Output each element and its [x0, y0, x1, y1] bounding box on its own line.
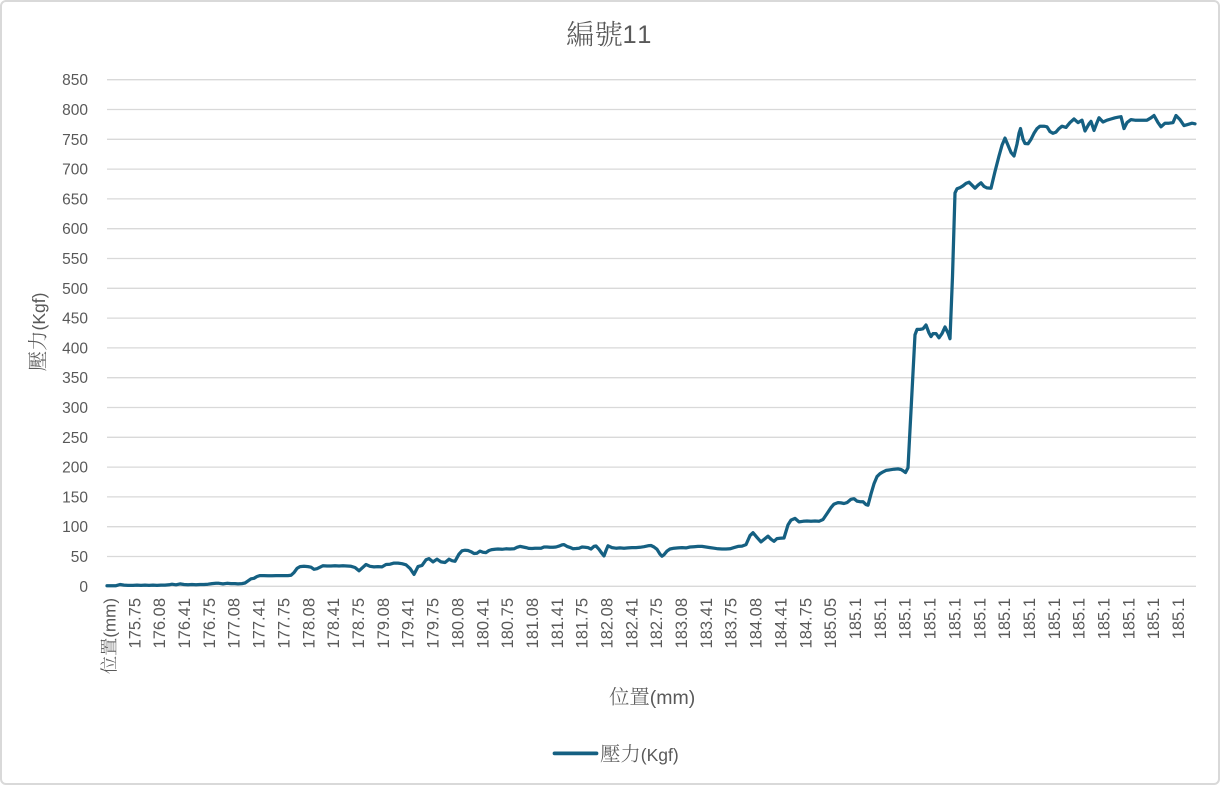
svg-text:179.75: 179.75 — [425, 598, 443, 648]
svg-text:100: 100 — [62, 519, 88, 536]
svg-text:(Kgf): (Kgf) — [29, 293, 49, 331]
svg-text:500: 500 — [62, 281, 88, 298]
svg-text:180.41: 180.41 — [474, 598, 492, 648]
svg-text:178.41: 178.41 — [325, 598, 343, 648]
svg-text:450: 450 — [62, 311, 88, 328]
svg-text:176.41: 176.41 — [176, 598, 194, 648]
svg-text:150: 150 — [62, 489, 88, 506]
svg-text:183.75: 183.75 — [723, 598, 741, 648]
svg-text:185.1: 185.1 — [1071, 598, 1089, 639]
svg-text:700: 700 — [62, 162, 88, 179]
svg-text:178.75: 178.75 — [350, 598, 368, 648]
svg-text:850: 850 — [62, 72, 88, 89]
svg-text:185.1: 185.1 — [1096, 598, 1114, 639]
svg-text:182.41: 182.41 — [623, 598, 641, 648]
svg-text:0: 0 — [79, 579, 88, 596]
svg-text:185.1: 185.1 — [1170, 598, 1188, 639]
svg-text:(mm): (mm) — [650, 687, 695, 709]
svg-text:180.08: 180.08 — [449, 598, 467, 648]
svg-text:400: 400 — [62, 340, 88, 357]
svg-text:184.08: 184.08 — [748, 598, 766, 648]
svg-text:176.08: 176.08 — [151, 598, 169, 648]
svg-text:(Kgf): (Kgf) — [641, 745, 679, 765]
svg-text:177.08: 177.08 — [226, 598, 244, 648]
svg-text:176.75: 176.75 — [201, 598, 219, 648]
svg-text:185.1: 185.1 — [1021, 598, 1039, 639]
svg-text:185.05: 185.05 — [822, 598, 840, 648]
svg-text:185.1: 185.1 — [971, 598, 989, 639]
svg-text:185.1: 185.1 — [996, 598, 1014, 639]
svg-text:(mm): (mm) — [101, 598, 120, 638]
svg-text:175.75: 175.75 — [126, 598, 144, 648]
svg-text:183.08: 183.08 — [673, 598, 691, 648]
svg-text:800: 800 — [62, 102, 88, 119]
svg-text:179.41: 179.41 — [400, 598, 418, 648]
svg-text:181.41: 181.41 — [549, 598, 567, 648]
svg-text:180.75: 180.75 — [499, 598, 517, 648]
svg-text:185.1: 185.1 — [922, 598, 940, 639]
svg-text:177.41: 177.41 — [251, 598, 269, 648]
svg-text:181.75: 181.75 — [574, 598, 592, 648]
svg-text:750: 750 — [62, 132, 88, 149]
svg-text:600: 600 — [62, 221, 88, 238]
svg-text:185.1: 185.1 — [897, 598, 915, 639]
svg-text:183.41: 183.41 — [698, 598, 716, 648]
svg-text:185.1: 185.1 — [946, 598, 964, 639]
svg-text:550: 550 — [62, 251, 88, 268]
svg-text:50: 50 — [71, 549, 89, 566]
svg-text:182.75: 182.75 — [648, 598, 666, 648]
svg-text:184.41: 184.41 — [773, 598, 791, 648]
svg-text:184.75: 184.75 — [797, 598, 815, 648]
svg-text:178.08: 178.08 — [300, 598, 318, 648]
svg-text:179.08: 179.08 — [375, 598, 393, 648]
svg-text:185.1: 185.1 — [1046, 598, 1064, 639]
svg-text:185.1: 185.1 — [1120, 598, 1138, 639]
svg-text:182.08: 182.08 — [599, 598, 617, 648]
svg-text:300: 300 — [62, 400, 88, 417]
svg-text:350: 350 — [62, 370, 88, 387]
svg-text:177.75: 177.75 — [276, 598, 294, 648]
svg-text:185.1: 185.1 — [1145, 598, 1163, 639]
svg-text:11: 11 — [623, 21, 654, 49]
svg-text:200: 200 — [62, 460, 88, 477]
svg-text:650: 650 — [62, 191, 88, 208]
svg-text:185.1: 185.1 — [847, 598, 865, 639]
svg-text:185.1: 185.1 — [872, 598, 890, 639]
svg-text:181.08: 181.08 — [524, 598, 542, 648]
svg-text:250: 250 — [62, 430, 88, 447]
